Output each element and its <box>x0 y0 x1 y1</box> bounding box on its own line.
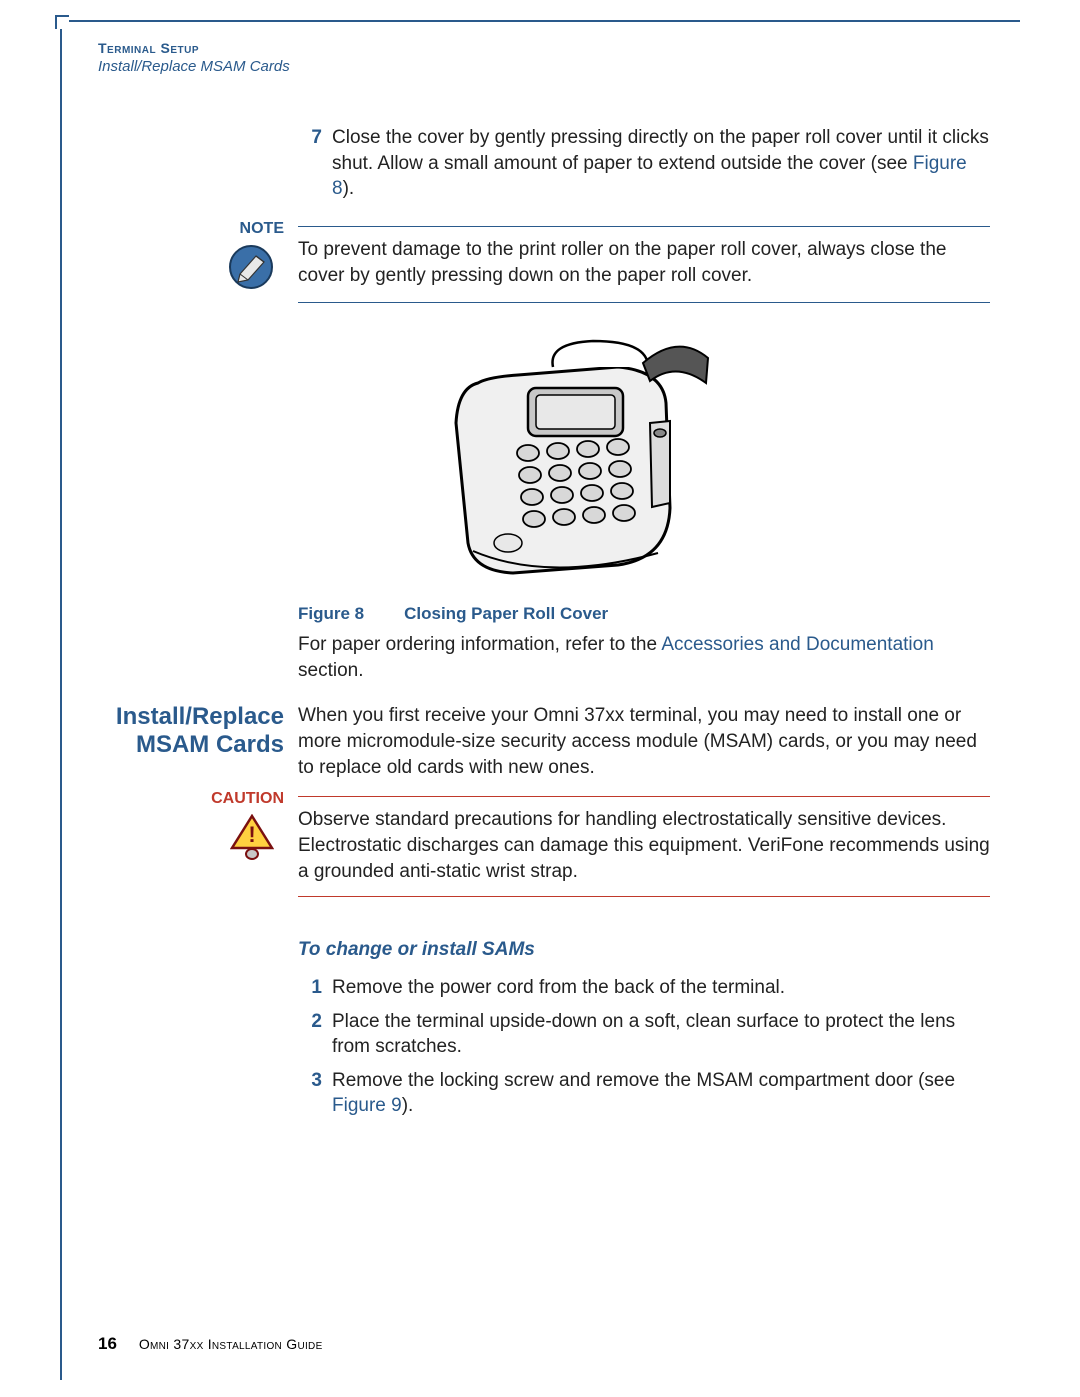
section-heading: Install/Replace MSAM Cards <box>98 703 284 758</box>
caution-rule-bottom <box>298 896 990 897</box>
section-intro: When you first receive your Omni 37xx te… <box>298 703 990 780</box>
note-label: NOTE <box>98 220 284 238</box>
step-7-row: 7 Close the cover by gently pressing dir… <box>98 125 990 210</box>
caution-block: CAUTION ! Observe standard precautions f… <box>98 790 990 907</box>
step-3-text: Remove the locking screw and remove the … <box>332 1068 990 1119</box>
step-3: 3 Remove the locking screw and remove th… <box>298 1068 990 1119</box>
svg-text:!: ! <box>248 822 255 847</box>
step-number: 7 <box>298 125 322 151</box>
step-2-text: Place the terminal upside-down on a soft… <box>332 1009 990 1060</box>
caution-text: Observe standard precautions for handlin… <box>298 807 990 884</box>
figure-9-link[interactable]: Figure 9 <box>332 1095 402 1116</box>
caution-icon: ! <box>98 814 284 862</box>
footer-title: Omni 37xx Installation Guide <box>139 1336 323 1352</box>
figure-8-row: Figure 8Closing Paper Roll Cover For pap… <box>98 323 990 683</box>
steps-row: To change or install SAMs 1 Remove the p… <box>98 917 990 1127</box>
step-number: 1 <box>298 975 322 1001</box>
note-rule-top <box>298 226 990 227</box>
subheading: To change or install SAMs <box>298 937 990 963</box>
note-icon <box>98 244 284 290</box>
note-block: NOTE To prevent damage to the print roll… <box>98 220 990 313</box>
page-footer: 16 Omni 37xx Installation Guide <box>98 1334 323 1354</box>
step-number: 3 <box>298 1068 322 1094</box>
step-number: 2 <box>298 1009 322 1035</box>
note-text: To prevent damage to the print roller on… <box>298 237 990 288</box>
page-number: 16 <box>98 1334 117 1353</box>
step-7-text: Close the cover by gently pressing direc… <box>332 125 990 202</box>
accessories-link[interactable]: Accessories and Documentation <box>661 634 933 655</box>
figure-8-illustration <box>418 333 718 593</box>
step-1: 1 Remove the power cord from the back of… <box>298 975 990 1001</box>
note-rule-bottom <box>298 302 990 303</box>
caution-rule-top <box>298 796 990 797</box>
section-row: Install/Replace MSAM Cards When you firs… <box>98 703 990 780</box>
running-head: Terminal Setup Install/Replace MSAM Card… <box>98 40 990 75</box>
content-area: 7 Close the cover by gently pressing dir… <box>98 125 990 1127</box>
step-2: 2 Place the terminal upside-down on a so… <box>298 1009 990 1060</box>
step-7: 7 Close the cover by gently pressing dir… <box>298 125 990 202</box>
running-head-subsection: Install/Replace MSAM Cards <box>98 58 990 75</box>
page-frame: Terminal Setup Install/Replace MSAM Card… <box>60 20 1020 1380</box>
running-head-section: Terminal Setup <box>98 40 990 56</box>
ordering-text: For paper ordering information, refer to… <box>298 632 990 683</box>
figure-8-caption: Figure 8Closing Paper Roll Cover <box>298 603 990 626</box>
caution-label: CAUTION <box>98 790 284 808</box>
step-1-text: Remove the power cord from the back of t… <box>332 975 990 1001</box>
